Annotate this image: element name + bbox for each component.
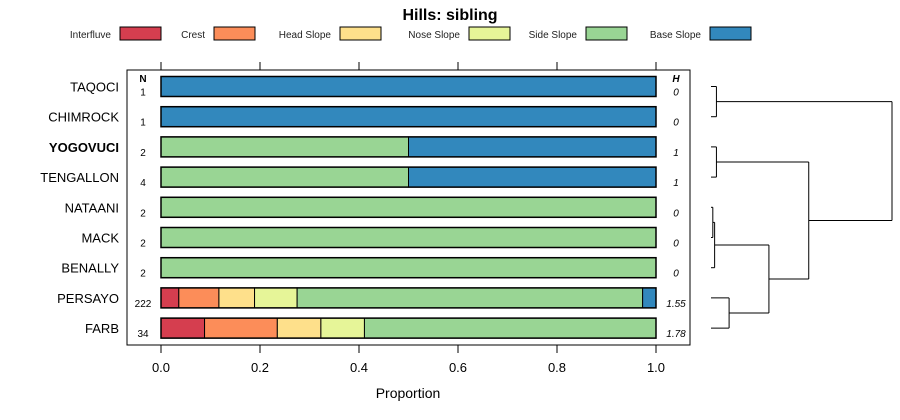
row-persayo-bar-side-slope (296, 287, 644, 309)
row-persayo-bar-crest (178, 287, 220, 309)
row-yogovuci-bar-side-slope (160, 136, 409, 158)
row-chimrock-h: 0 (673, 118, 679, 129)
row-farb-bar-interfluve (160, 317, 206, 339)
row-yogovuci-bar-base-slope (408, 136, 657, 158)
chart-title: Hills: sibling (402, 7, 497, 24)
legend-base-slope-swatch (709, 26, 752, 41)
row-benally: BENALLY 2 0 (61, 256, 679, 280)
row-mack-n: 2 (140, 239, 146, 250)
row-taqoci-n: 1 (140, 88, 146, 99)
row-taqoci-label: TAQOCI (70, 80, 119, 95)
row-mack: MACK 2 0 (81, 226, 679, 250)
row-tengallon: TENGALLON 4 1 (40, 166, 679, 189)
row-farb-label: FARB (85, 321, 119, 336)
row-farb: FARB 34 1.78 (85, 317, 686, 340)
x-tick-label-0-2: 0.2 (251, 360, 269, 375)
row-yogovuci-bar-outline (160, 136, 657, 158)
row-taqoci-bar-base-slope (160, 76, 657, 97)
row-tengallon-n: 4 (140, 178, 146, 189)
row-nataani: NATAANI 2 0 (65, 196, 679, 219)
x-tick-label-1: 1.0 (647, 360, 665, 375)
row-tengallon-bar-side-slope (160, 166, 409, 188)
x-tick-label-0: 0.0 (152, 360, 170, 375)
row-nataani-bar-side-slope (160, 196, 657, 218)
row-farb-h: 1.78 (666, 329, 686, 340)
row-taqoci: TAQOCI 1 0 (70, 75, 679, 99)
row-chimrock-bar-base-slope (160, 106, 657, 128)
row-benally-bar-side-slope (160, 257, 657, 279)
row-persayo-label: PERSAYO (57, 291, 119, 306)
row-benally-label: BENALLY (61, 261, 119, 276)
row-nataani-n: 2 (140, 208, 146, 219)
legend-crest-label: Crest (181, 30, 205, 41)
row-yogovuci: YOGOVUCI 2 1 (49, 136, 679, 159)
row-yogovuci-label: YOGOVUCI (49, 140, 119, 155)
row-mack-h: 0 (673, 239, 679, 250)
legend-side-slope-label: Side Slope (529, 30, 578, 41)
n-column-header: N (139, 74, 146, 85)
row-chimrock-label: CHIMROCK (48, 110, 119, 125)
row-nataani-label: NATAANI (65, 200, 119, 215)
legend-base-slope-label: Base Slope (650, 30, 702, 41)
x-tick-label-0-8: 0.8 (548, 360, 566, 375)
row-taqoci-bar-outline (160, 75, 657, 98)
row-yogovuci-h: 1 (673, 148, 679, 159)
row-persayo-bar-outline (160, 287, 657, 309)
top-axis-ticks (160, 62, 657, 70)
row-farb-bar-nose-slope (320, 317, 365, 339)
row-benally-h: 0 (673, 269, 679, 280)
row-farb-bar-crest (204, 317, 278, 339)
legend: Interfluve Crest Head Slope Nose Slope Side … (70, 26, 752, 41)
row-persayo: PERSAYO 222 1.55 (57, 287, 686, 310)
legend-head-slope-label: Head Slope (279, 30, 332, 41)
row-mack-bar-side-slope (160, 227, 657, 248)
x-tick-label-0-4: 0.4 (350, 360, 368, 375)
legend-nose-slope-swatch (468, 26, 511, 41)
row-persayo-bar-head-slope (218, 287, 256, 309)
dendrogram (711, 86, 893, 329)
x-tick-label-0-6: 0.6 (449, 360, 467, 375)
legend-head-slope-swatch (339, 26, 382, 41)
row-farb-bar-side-slope (363, 317, 657, 339)
row-farb-bar-head-slope (276, 317, 322, 339)
plot-frame (126, 69, 691, 346)
row-persayo-bar-nose-slope (254, 287, 298, 309)
bar-rows: TAQOCI 1 0 CHIMROCK 1 0 YOGOVUCI 2 1 TENGALLON 4 1 N… (40, 75, 686, 340)
row-farb-bar-outline (160, 317, 657, 339)
x-axis-label: Proportion (376, 385, 441, 401)
row-farb-n: 34 (137, 329, 149, 340)
row-tengallon-label: TENGALLON (40, 170, 119, 185)
row-yogovuci-n: 2 (140, 148, 146, 159)
row-persayo-h: 1.55 (666, 299, 686, 310)
legend-side-slope-swatch (585, 26, 628, 41)
row-tengallon-bar-base-slope (408, 166, 657, 188)
legend-interfluve-swatch (119, 26, 162, 41)
row-benally-bar-outline (160, 256, 657, 279)
row-nataani-bar-outline (160, 196, 657, 219)
row-chimrock-n: 1 (140, 118, 146, 129)
row-benally-n: 2 (140, 269, 146, 280)
legend-nose-slope-label: Nose Slope (408, 30, 460, 41)
h-column-header: H (672, 74, 680, 85)
legend-interfluve-label: Interfluve (70, 30, 112, 41)
legend-crest-swatch (213, 26, 256, 41)
row-persayo-n: 222 (135, 299, 152, 310)
row-persayo-bar-base-slope (642, 287, 657, 309)
row-persayo-bar-interfluve (160, 287, 180, 309)
x-axis: 0.0 0.2 0.4 0.6 0.8 1.0 (152, 345, 665, 375)
row-mack-label: MACK (81, 231, 119, 246)
row-mack-bar-outline (160, 226, 657, 249)
row-chimrock-bar-outline (160, 105, 657, 128)
row-chimrock: CHIMROCK 1 0 (48, 105, 679, 129)
row-tengallon-bar-outline (160, 166, 657, 188)
row-taqoci-h: 0 (673, 88, 679, 99)
row-nataani-h: 0 (673, 208, 679, 219)
row-tengallon-h: 1 (673, 178, 679, 189)
